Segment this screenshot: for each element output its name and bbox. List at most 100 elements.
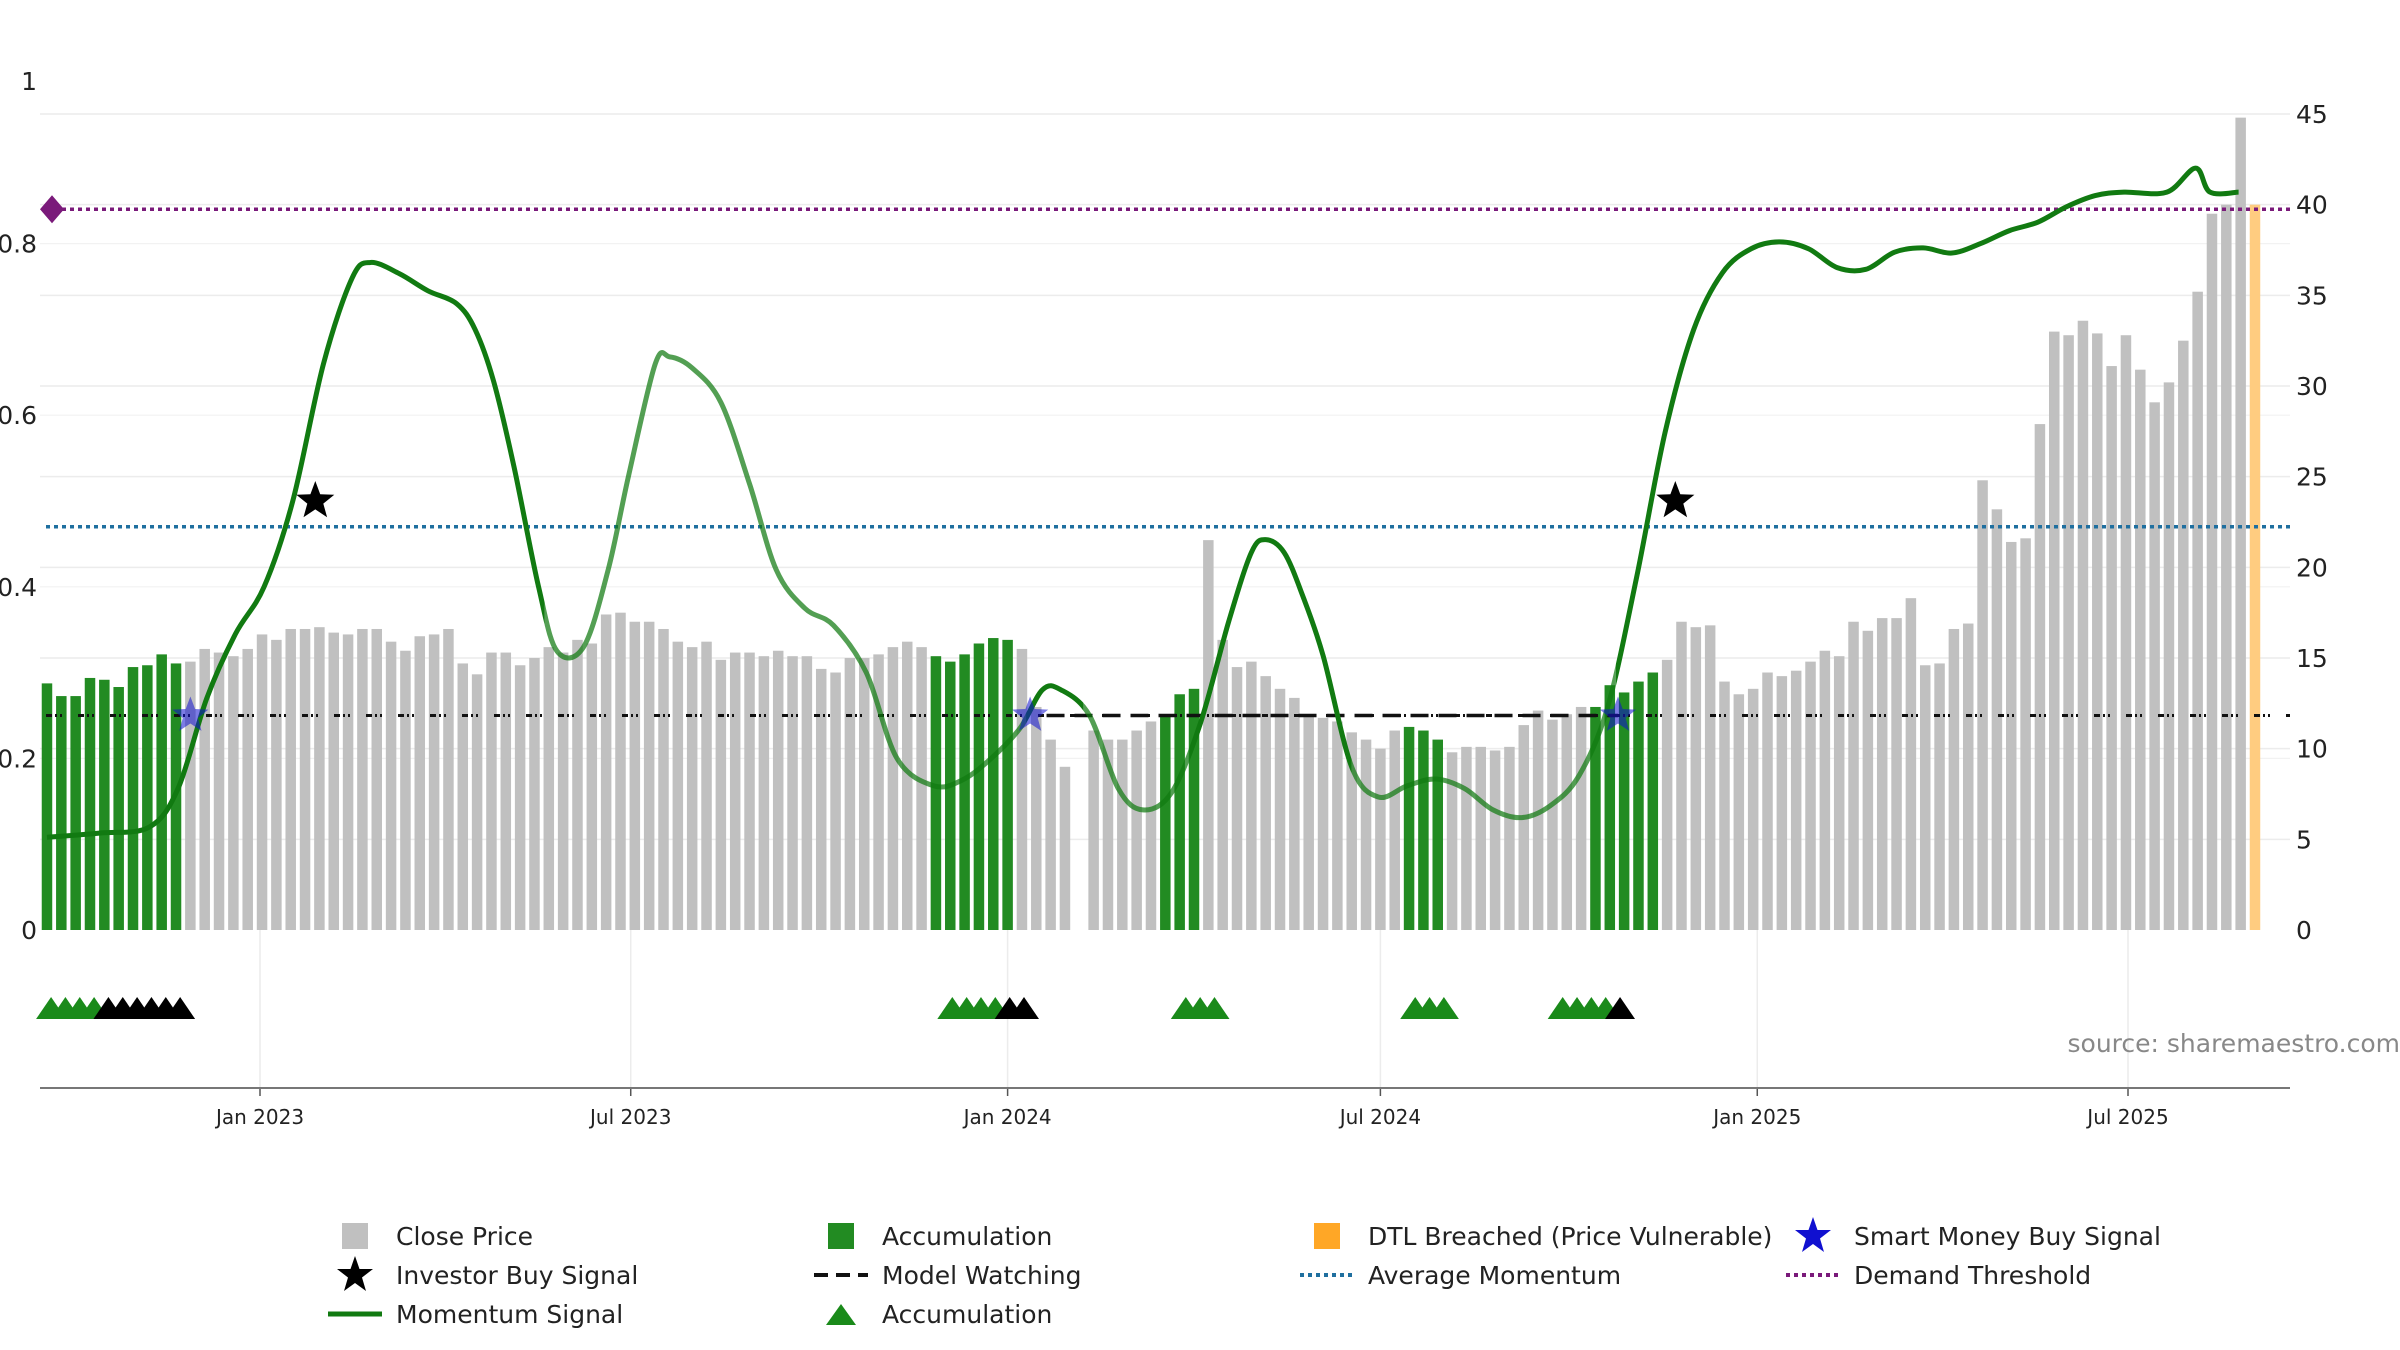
close-price-bar xyxy=(1805,661,1816,930)
close-price-bar xyxy=(1446,752,1458,930)
close-price-bar xyxy=(199,648,210,930)
right-axis-tick-label: 30 xyxy=(2296,372,2328,401)
close-price-bar xyxy=(1561,714,1573,930)
close-price-bar xyxy=(242,648,253,930)
close-price-bar xyxy=(557,652,569,930)
close-price-bar xyxy=(127,667,139,930)
close-price-bar xyxy=(916,647,927,930)
close-price-bar xyxy=(1389,730,1400,930)
close-price-bar xyxy=(41,683,53,930)
left-axis-tick-label: 0.4 xyxy=(0,573,37,602)
close-price-bar xyxy=(2120,335,2132,930)
accumulation-triangle xyxy=(1008,997,1039,1019)
close-price-bar xyxy=(1145,721,1157,930)
close-price-bar xyxy=(142,665,153,930)
close-price-bar xyxy=(1274,688,1286,930)
grid-layer xyxy=(40,113,2290,1088)
right-axis-tick-label: 20 xyxy=(2296,553,2328,582)
close-price-bar xyxy=(1217,639,1228,930)
close-price-bar xyxy=(357,628,368,930)
close-price-bar xyxy=(1747,688,1759,930)
close-price-bar xyxy=(2206,213,2218,930)
left-axis-tick-label: 0 xyxy=(21,916,37,945)
close-price-bar xyxy=(1547,719,1558,930)
close-price-bar xyxy=(1690,627,1702,930)
x-axis-tick-label: Jul 2023 xyxy=(588,1105,671,1129)
close-price-bar xyxy=(1934,663,1945,930)
close-price-bar xyxy=(1332,721,1343,930)
right-axis-tick-label: 0 xyxy=(2296,916,2312,945)
x-axis-tick-label: Jul 2025 xyxy=(2085,1105,2168,1129)
close-price-bar xyxy=(1532,710,1544,930)
close-price-bar xyxy=(1905,598,1917,930)
close-price-bar xyxy=(2006,541,2017,930)
demand-threshold-marker xyxy=(40,195,64,224)
close-price-bar xyxy=(815,668,827,930)
close-price-bar xyxy=(1317,717,1329,930)
close-price-bar xyxy=(1289,697,1300,930)
close-price-bar xyxy=(1862,630,1874,930)
close-price-bar xyxy=(959,654,970,930)
close-price-bar xyxy=(285,628,296,930)
close-price-bar xyxy=(529,658,540,930)
close-price-bar xyxy=(1962,623,1974,930)
close-price-bar xyxy=(1031,706,1042,930)
close-price-bar xyxy=(787,656,798,930)
close-price-bar xyxy=(1461,746,1472,930)
close-price-bar xyxy=(2049,331,2060,931)
close-price-bar xyxy=(500,652,512,930)
investor-buy-signal-star xyxy=(296,481,335,518)
close-price-bar xyxy=(2192,291,2203,930)
close-price-bar xyxy=(99,679,110,930)
close-price-bar xyxy=(1991,509,2003,930)
close-price-bar xyxy=(84,677,96,930)
close-price-bars xyxy=(41,117,2261,931)
close-price-bar xyxy=(1633,681,1644,930)
right-axis-tick-label: 45 xyxy=(2296,100,2328,129)
close-price-bar xyxy=(1604,685,1616,930)
close-price-bar xyxy=(328,632,339,930)
close-price-bar xyxy=(572,639,583,930)
right-axis-tick-label: 10 xyxy=(2296,735,2328,764)
close-price-bar xyxy=(2163,382,2175,931)
signal-markers xyxy=(172,481,1695,731)
close-price-bar xyxy=(2135,369,2146,930)
close-price-bar xyxy=(1661,659,1673,930)
close-price-bar xyxy=(185,661,196,930)
x-axis-tick-label: Jan 2024 xyxy=(962,1105,1052,1129)
close-price-bar xyxy=(715,659,727,930)
close-price-bar xyxy=(428,634,440,930)
close-price-bar xyxy=(744,652,755,930)
close-price-bar xyxy=(1848,621,1859,930)
close-price-bar xyxy=(256,634,268,930)
close-price-bar xyxy=(2249,204,2261,930)
left-axis-tick-label: 0.6 xyxy=(0,401,37,430)
right-axis-tick-label: 15 xyxy=(2296,644,2328,673)
close-price-bar xyxy=(686,647,698,930)
close-price-bar xyxy=(1977,480,1988,930)
close-price-bar xyxy=(1489,750,1501,930)
close-price-bar xyxy=(844,658,856,930)
source-text: source: sharemaestro.com xyxy=(2068,1029,2400,1058)
close-price-bar xyxy=(600,614,612,930)
close-price-bar xyxy=(873,654,884,930)
close-price-bar xyxy=(56,696,67,930)
right-axis-tick-label: 5 xyxy=(2296,825,2312,854)
smart-money-buy-signal-star xyxy=(1012,696,1049,731)
close-price-bar xyxy=(1719,681,1730,930)
close-price-bar xyxy=(486,652,497,930)
left-axis-tick-label: 0.2 xyxy=(0,744,37,773)
close-price-bar xyxy=(1403,726,1415,930)
close-price-bar xyxy=(729,652,741,930)
smart-money-buy-signal-star xyxy=(172,696,209,731)
close-price-bar xyxy=(858,658,870,930)
close-price-bar xyxy=(1919,665,1931,930)
close-price-bar xyxy=(1002,639,1013,930)
close-price-bar xyxy=(2221,204,2232,930)
close-price-bar xyxy=(1647,672,1659,930)
close-price-bar xyxy=(1762,672,1773,930)
close-price-bar xyxy=(586,643,598,930)
close-price-bar xyxy=(2178,340,2189,931)
close-price-bar xyxy=(1303,714,1314,930)
momentum-signal-path-faded xyxy=(544,165,1616,840)
